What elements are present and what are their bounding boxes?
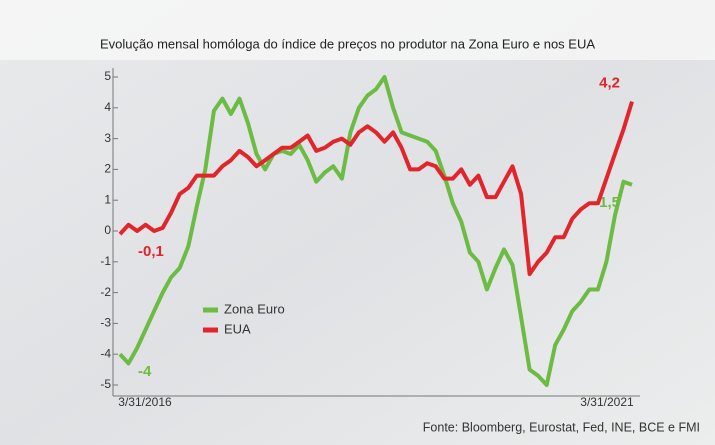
value-label: 4,2 [599, 75, 620, 92]
y-tick-label: -1 [100, 254, 111, 268]
y-tick-label: 3 [104, 131, 111, 145]
y-tick-label: -5 [100, 377, 111, 391]
y-tick-label: 2 [104, 162, 111, 176]
y-tick-label: -3 [100, 316, 111, 330]
chart-title: Evolução mensal homóloga do índice de pr… [100, 36, 595, 51]
value-label: -0,1 [138, 243, 164, 260]
series-line [118, 101, 634, 277]
legend-label: EUA [224, 321, 251, 336]
series-line [118, 75, 633, 387]
source: Fonte: Bloomberg, Eurostat, Fed, INE, BC… [423, 420, 700, 434]
value-label: -4 [138, 363, 152, 380]
y-tick-label: -2 [100, 285, 111, 299]
x-tick-label: 3/31/2021 [580, 395, 634, 409]
legend-label: Zona Euro [224, 301, 285, 316]
y-tick-label: 5 [104, 69, 111, 83]
value-label: 1,5 [599, 194, 620, 211]
y-tick-label: 4 [104, 100, 111, 114]
y-tick-label: 0 [104, 223, 111, 237]
y-tick-label: -4 [100, 346, 111, 360]
x-tick-label: 3/31/2016 [118, 395, 172, 409]
y-tick-label: 1 [104, 192, 111, 206]
title-band [0, 0, 715, 60]
